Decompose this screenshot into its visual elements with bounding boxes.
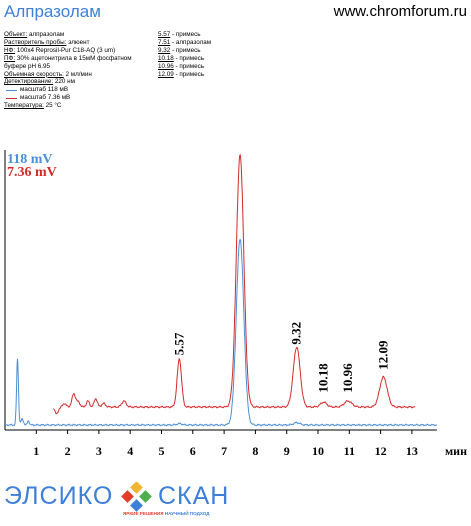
object-value: алпразолам	[28, 31, 65, 38]
peak-name: примесь	[179, 70, 205, 78]
peak-label: 10.96	[340, 363, 355, 393]
mobile-phase-label: ПФ:	[4, 54, 16, 62]
x-tick-label: 12	[375, 444, 387, 458]
legend-blue: масштаб 118 мВ	[4, 86, 132, 94]
peak-name: примесь	[179, 54, 205, 62]
series-red-trace	[53, 153, 416, 415]
x-tick-label: 6	[190, 444, 196, 458]
page-title: Алпразолам	[4, 2, 101, 21]
peak-name: алпразолам	[175, 38, 212, 46]
logo-mark-icon	[121, 482, 152, 512]
legend-blue-label: масштаб 118 мВ	[20, 86, 69, 94]
stationary-phase-value: 100x4 Reprosil-Pur C18-AQ (3 um)	[16, 46, 116, 54]
detection-label: Детектирование:	[4, 78, 54, 86]
buffer-line: буфере pH 6.95	[4, 62, 51, 70]
method-info: Объект: алпразолам Растворитель пробы: э…	[4, 31, 132, 110]
x-tick-label: 4	[127, 444, 133, 458]
solvent-label: Растворитель пробы:	[4, 38, 67, 46]
x-tick-label: 9	[284, 444, 290, 458]
legend-red: масштаб 7.36 мВ	[4, 94, 132, 102]
legend-red-label: масштаб 7.36 мВ	[20, 94, 71, 102]
detection-value: 220 нм	[54, 78, 75, 86]
x-tick-label: 3	[96, 444, 102, 458]
x-ticks: 1 2 3 4 5 6 7 8 9 10 11 12 13	[33, 430, 418, 458]
x-tick-label: 8	[252, 444, 258, 458]
peak-time: 7.51	[158, 38, 171, 46]
legend-red-swatch	[6, 97, 17, 99]
temperature-value: 25 °C	[45, 102, 62, 110]
flow-label: Объемная скорость:	[4, 70, 64, 78]
peak-list: 5.57 - примесь 7.51 - алпразолам 9.32 - …	[158, 31, 211, 78]
peak-time: 10.96	[158, 62, 174, 70]
peak-time: 12.09	[158, 70, 174, 78]
peak-list-item: 10.18 - примесь	[158, 54, 205, 62]
x-tick-label: 13	[406, 444, 418, 458]
x-tick-label: 1	[33, 444, 39, 458]
logo-part1: ЭЛСИКО	[4, 482, 114, 510]
peak-name: примесь	[175, 31, 201, 38]
peak-label: 10.18	[316, 363, 331, 393]
x-tick-label: 2	[65, 444, 71, 458]
slogan-part-a: ЯРКИЕ РЕШЕНИЯ	[123, 511, 164, 516]
legend-blue-swatch	[6, 89, 17, 91]
x-tick-label: 5	[159, 444, 165, 458]
object-label: Объект:	[4, 31, 28, 38]
peak-time: 5.57	[158, 31, 171, 38]
peak-name: примесь	[179, 62, 205, 70]
site-link[interactable]: www.chromforum.ru	[333, 3, 467, 20]
slogan-part-b: НАУЧНЫЙ ПОДХОД	[164, 511, 210, 516]
peak-list-item: 12.09 - примесь	[158, 70, 205, 78]
logo-part2: СКАН	[158, 482, 230, 510]
peak-label: 9.32	[289, 322, 304, 345]
x-tick-label: 7	[221, 444, 227, 458]
scale-label-red: 7.36 mV	[7, 165, 57, 180]
peak-label: 12.09	[375, 340, 390, 370]
solvent-value: элюент	[68, 38, 90, 46]
x-tick-label: 11	[344, 444, 355, 458]
peak-time: 10.18	[158, 54, 174, 62]
peak-name: примесь	[175, 46, 201, 54]
x-tick-label: 10	[312, 444, 324, 458]
company-logo: ЭЛСИКО СКАН ЯРКИЕ РЕШЕНИЯ НАУЧНЫЙ ПОДХОД	[4, 480, 304, 526]
logo-slogan: ЯРКИЕ РЕШЕНИЯ НАУЧНЫЙ ПОДХОД	[123, 511, 210, 516]
scale-label-blue: 118 mV	[7, 152, 53, 167]
peak-label: 5.57	[171, 332, 186, 355]
peak-list-item: 10.96 - примесь	[158, 62, 205, 70]
series-blue-trace	[4, 238, 437, 427]
peak-list-item: 5.57 - примесь	[158, 31, 201, 38]
flow-value: 2 мл/мин	[65, 70, 92, 78]
stationary-phase-label: НФ:	[4, 46, 16, 54]
temperature-label: Температура:	[4, 102, 44, 110]
peak-list-item: 9.32 - примесь	[158, 46, 201, 54]
x-axis-label: мин	[445, 444, 467, 458]
peak-list-item: 7.51 - алпразолам	[158, 38, 212, 46]
peak-time: 9.32	[158, 46, 171, 54]
mobile-phase-value: 30% ацетонитрила в 15мМ фосфатном	[16, 54, 132, 62]
